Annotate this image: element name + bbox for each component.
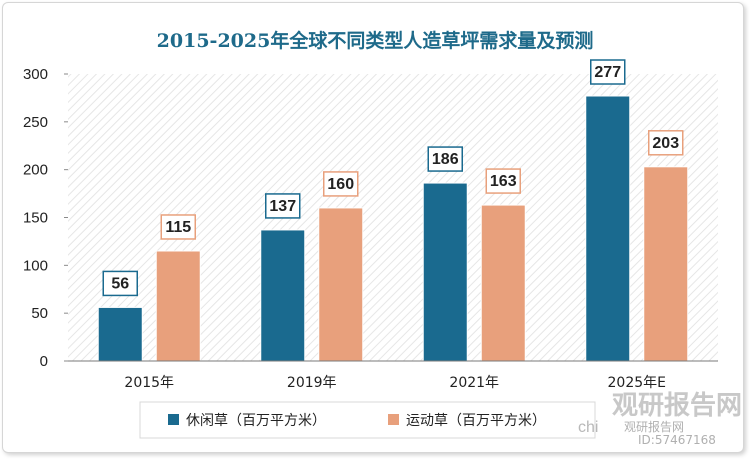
bar-leisure: [97, 306, 143, 362]
data-label-box: [427, 146, 463, 172]
data-label: 277: [594, 64, 621, 81]
data-label-box: [102, 270, 138, 297]
legend-label: 运动草（百万平方米）: [406, 413, 546, 429]
watermark-latin: chi: [578, 419, 598, 436]
y-tick-label: 150: [23, 210, 48, 227]
bar-leisure: [585, 95, 631, 362]
bar-sports: [480, 204, 526, 362]
data-label: 160: [327, 176, 354, 193]
legend-box: [139, 401, 596, 439]
y-tick-label: 50: [31, 305, 48, 322]
bar-leisure: [422, 182, 468, 362]
y-tick-label: 200: [23, 162, 48, 179]
y-axis: 0 50 100 150 200 250 300: [23, 66, 68, 370]
watermark-site: 观研报告网: [624, 419, 684, 434]
data-label: 163: [490, 173, 517, 190]
bar-sports: [155, 250, 201, 362]
x-axis: 2015年 2019年 2021年 2025年E: [68, 360, 718, 391]
legend-swatch: [388, 414, 399, 425]
data-label: 203: [652, 135, 679, 152]
x-category-label: 2021年: [449, 375, 499, 391]
watermark-id: ID:57467168: [638, 433, 716, 447]
data-label: 186: [432, 151, 459, 168]
legend-swatch: [168, 414, 179, 425]
y-tick-label: 0: [40, 353, 48, 370]
data-label: 56: [111, 275, 129, 292]
chart-title: 2015-2025年全球不同类型人造草坪需求量及预测: [157, 29, 594, 52]
y-tick-label: 300: [23, 66, 48, 83]
data-label-box: [160, 214, 196, 240]
data-label: 137: [269, 198, 296, 215]
x-category-label: 2019年: [287, 375, 337, 391]
data-label-box: [265, 193, 301, 219]
x-category-label: 2025年E: [608, 375, 666, 391]
watermark-brand: 观研报告网: [612, 390, 742, 421]
data-label-box: [590, 59, 626, 85]
data-label-box: [323, 171, 359, 197]
data-label-box: [648, 130, 684, 156]
x-category-label: 2015年: [124, 375, 174, 391]
y-tick-label: 100: [23, 257, 48, 274]
legend-label: 休闲草（百万平方米）: [186, 413, 326, 429]
bar-leisure: [260, 229, 306, 362]
watermark: chi 观研报告网 观研报告网 ID:57467168: [578, 390, 742, 447]
data-label: 115: [165, 219, 191, 236]
y-tick-label: 250: [23, 114, 48, 131]
bars-group: 56 115 137 160 186 163 277 203: [97, 59, 689, 362]
legend: 休闲草（百万平方米） 运动草（百万平方米）: [139, 401, 596, 439]
bar-sports: [318, 207, 364, 362]
bar-sports: [643, 166, 689, 362]
data-label-box: [485, 168, 521, 194]
